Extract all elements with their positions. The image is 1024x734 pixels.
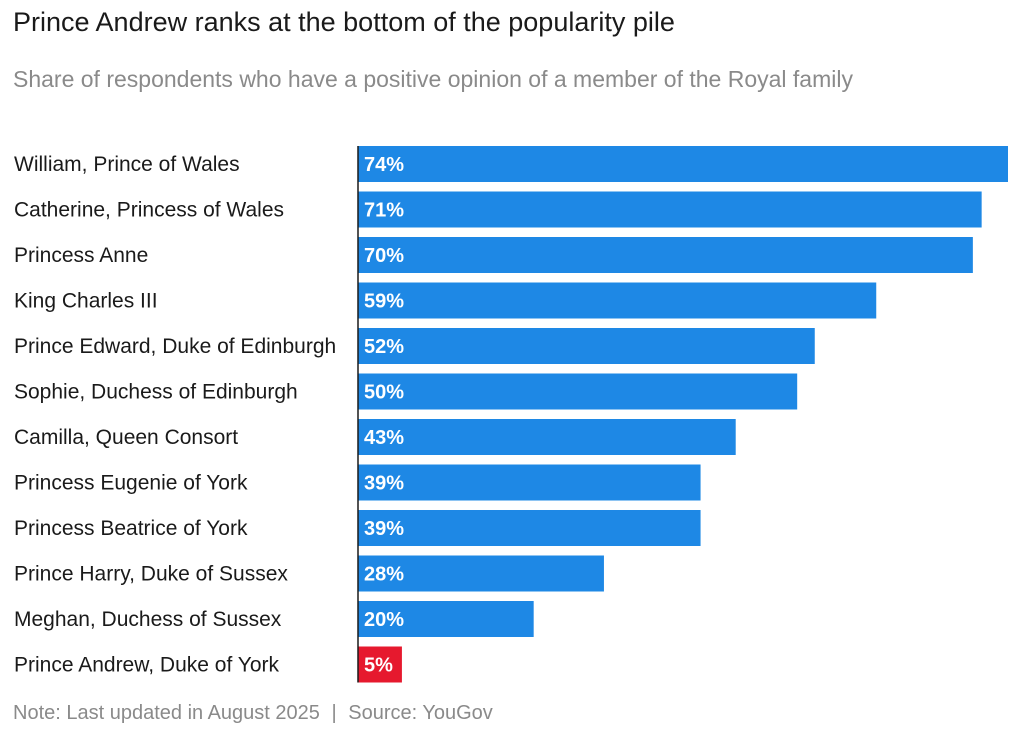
- category-label: Prince Edward, Duke of Edinburgh: [14, 335, 336, 358]
- bar: [358, 601, 534, 637]
- category-label: Meghan, Duchess of Sussex: [14, 608, 282, 631]
- category-label: Prince Andrew, Duke of York: [14, 654, 279, 677]
- category-label: William, Prince of Wales: [14, 153, 240, 176]
- category-label: King Charles III: [14, 290, 158, 313]
- footer-note: Note: Last updated in August 2025: [13, 702, 320, 724]
- bar: [358, 282, 877, 319]
- bar-value-label: 74%: [364, 154, 404, 176]
- bar: [358, 510, 701, 546]
- bar: [358, 464, 701, 501]
- chart-footer: Note: Last updated in August 2025 | Sour…: [13, 700, 493, 726]
- chart-title: Prince Andrew ranks at the bottom of the…: [13, 7, 675, 37]
- bar: [358, 146, 1008, 182]
- bar: [358, 237, 973, 273]
- footer-source: Source: YouGov: [348, 702, 493, 724]
- bar-value-label: 71%: [364, 200, 404, 222]
- bar-value-label: 39%: [364, 518, 404, 540]
- bar-value-label: 20%: [364, 609, 404, 631]
- category-label: Catherine, Princess of Wales: [14, 199, 284, 222]
- category-label: Princess Anne: [14, 244, 148, 267]
- footer-separator: |: [331, 702, 337, 724]
- bar: [358, 328, 815, 364]
- bar-value-label: 70%: [364, 245, 404, 267]
- bar-highlighted: [358, 646, 402, 683]
- bar-value-label: 5%: [364, 655, 393, 677]
- bar-value-label: 43%: [364, 427, 404, 449]
- bar-value-label: 28%: [364, 564, 404, 586]
- category-label: Prince Harry, Duke of Sussex: [14, 563, 288, 586]
- bar: [358, 419, 736, 455]
- bars-layer: William, Prince of Wales 74% Catherine, Pr…: [14, 146, 1008, 683]
- bar: [358, 191, 982, 228]
- bar-value-label: 50%: [364, 382, 404, 404]
- bar: [358, 373, 798, 410]
- bar-value-label: 59%: [364, 291, 404, 313]
- category-label: Princess Eugenie of York: [14, 472, 248, 495]
- category-label: Camilla, Queen Consort: [14, 426, 238, 449]
- category-label: Sophie, Duchess of Edinburgh: [14, 381, 298, 404]
- bar-value-label: 39%: [364, 473, 404, 495]
- chart-subtitle: Share of respondents who have a positive…: [13, 66, 853, 92]
- category-label: Princess Beatrice of York: [14, 517, 248, 540]
- bar: [358, 555, 604, 592]
- bar-value-label: 52%: [364, 336, 404, 358]
